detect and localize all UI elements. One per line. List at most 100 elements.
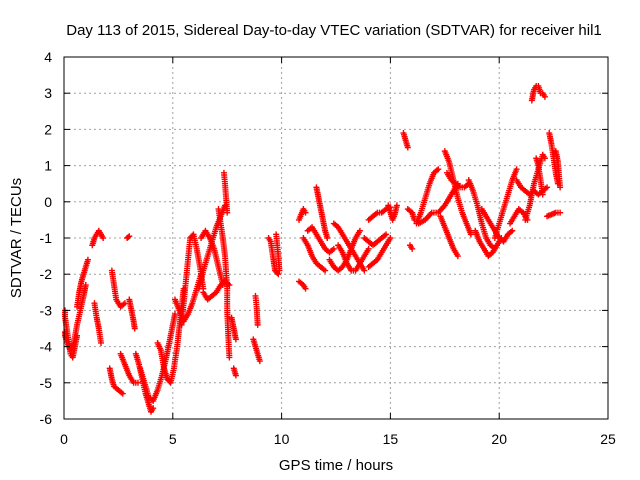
- data-point: [356, 227, 363, 234]
- data-track: [406, 242, 416, 252]
- data-track: [365, 235, 394, 270]
- data-track: [552, 148, 564, 191]
- x-tick-label: 5: [169, 431, 177, 447]
- data-track: [465, 177, 498, 252]
- data-point: [97, 339, 104, 346]
- y-tick-label: 0: [44, 194, 52, 210]
- data-point: [324, 235, 331, 241]
- data-point: [119, 390, 126, 397]
- y-tick-label: 3: [44, 85, 52, 101]
- data-track: [304, 224, 337, 256]
- data-track: [361, 231, 390, 249]
- data-track: [62, 282, 89, 354]
- data-track: [265, 235, 282, 278]
- y-tick-label: -2: [40, 266, 53, 282]
- data-point: [557, 184, 564, 191]
- data-point: [254, 321, 261, 328]
- data-point: [275, 271, 282, 278]
- y-tick-label: 1: [44, 158, 52, 174]
- data-point: [302, 285, 309, 292]
- y-tick-label: -3: [40, 302, 53, 318]
- y-tick-label: -1: [40, 230, 53, 246]
- data-track: [400, 130, 411, 151]
- data-point: [387, 235, 394, 241]
- data-point: [454, 253, 461, 260]
- x-tick-label: 20: [491, 431, 507, 447]
- data-track: [296, 278, 309, 292]
- data-point: [232, 372, 239, 379]
- x-tick-label: 10: [274, 431, 290, 447]
- data-point: [365, 245, 372, 252]
- y-tick-label: 2: [44, 121, 52, 137]
- x-axis-label: GPS time / hours: [279, 457, 393, 474]
- data-point: [226, 354, 233, 361]
- data-track: [533, 155, 546, 198]
- data-point: [509, 227, 516, 234]
- data-track: [335, 242, 372, 274]
- data-track: [215, 206, 233, 361]
- data-track: [154, 285, 187, 386]
- data-point: [361, 267, 368, 274]
- data-track: [404, 206, 418, 223]
- data-point: [541, 93, 548, 100]
- data-points: [62, 82, 564, 415]
- data-track: [443, 169, 472, 191]
- y-axis-label: SDTVAR / TECUs: [8, 178, 25, 298]
- data-point: [100, 235, 107, 241]
- data-track: [528, 82, 548, 104]
- chart-title: Day 113 of 2015, Sidereal Day-to-day VTE…: [66, 22, 602, 39]
- data-track: [300, 235, 329, 274]
- data-track: [296, 206, 309, 223]
- data-track: [228, 314, 239, 343]
- x-tick-label: 0: [60, 431, 68, 447]
- data-point: [557, 209, 564, 216]
- data-track: [126, 296, 138, 332]
- data-point: [121, 300, 128, 307]
- data-point: [82, 282, 89, 289]
- y-tick-label: -6: [40, 411, 53, 427]
- data-point: [393, 202, 400, 209]
- data-point: [171, 311, 178, 318]
- data-point: [541, 155, 548, 162]
- data-point: [435, 166, 442, 173]
- data-point: [125, 234, 132, 241]
- data-point: [322, 267, 329, 274]
- y-tick-label: -4: [40, 339, 53, 355]
- data-track: [491, 166, 520, 241]
- data-track: [437, 213, 461, 260]
- data-track: [108, 267, 128, 310]
- data-point: [256, 358, 263, 365]
- x-tick-label: 25: [600, 431, 616, 447]
- data-track: [230, 365, 239, 379]
- data-track: [91, 300, 104, 346]
- data-point: [409, 245, 416, 252]
- data-track: [544, 209, 564, 220]
- data-point: [539, 191, 546, 198]
- data-point: [302, 209, 309, 216]
- data-track: [89, 227, 107, 249]
- data-point: [224, 209, 231, 216]
- data-point: [84, 256, 91, 263]
- data-point: [126, 233, 133, 240]
- data-track: [313, 184, 331, 241]
- data-point: [150, 405, 157, 412]
- data-track: [117, 350, 141, 386]
- data-point: [276, 267, 283, 274]
- data-track: [273, 231, 283, 274]
- data-track: [252, 292, 261, 328]
- data-point: [467, 231, 474, 238]
- data-track: [74, 256, 91, 310]
- data-point: [404, 144, 411, 151]
- data-track: [106, 365, 126, 397]
- data-track: [250, 336, 263, 365]
- data-point: [232, 336, 239, 343]
- grid-lines: [64, 57, 608, 419]
- data-point: [544, 184, 551, 191]
- data-point: [513, 166, 520, 173]
- data-track: [441, 148, 474, 238]
- y-tick-label: 4: [44, 49, 52, 65]
- data-point: [131, 325, 138, 332]
- data-track: [385, 202, 400, 223]
- axis-ticks: 0 5 10 15 20 25 -6 -5 -4 -3 -2 -1 0 1 2 3 4: [40, 49, 616, 447]
